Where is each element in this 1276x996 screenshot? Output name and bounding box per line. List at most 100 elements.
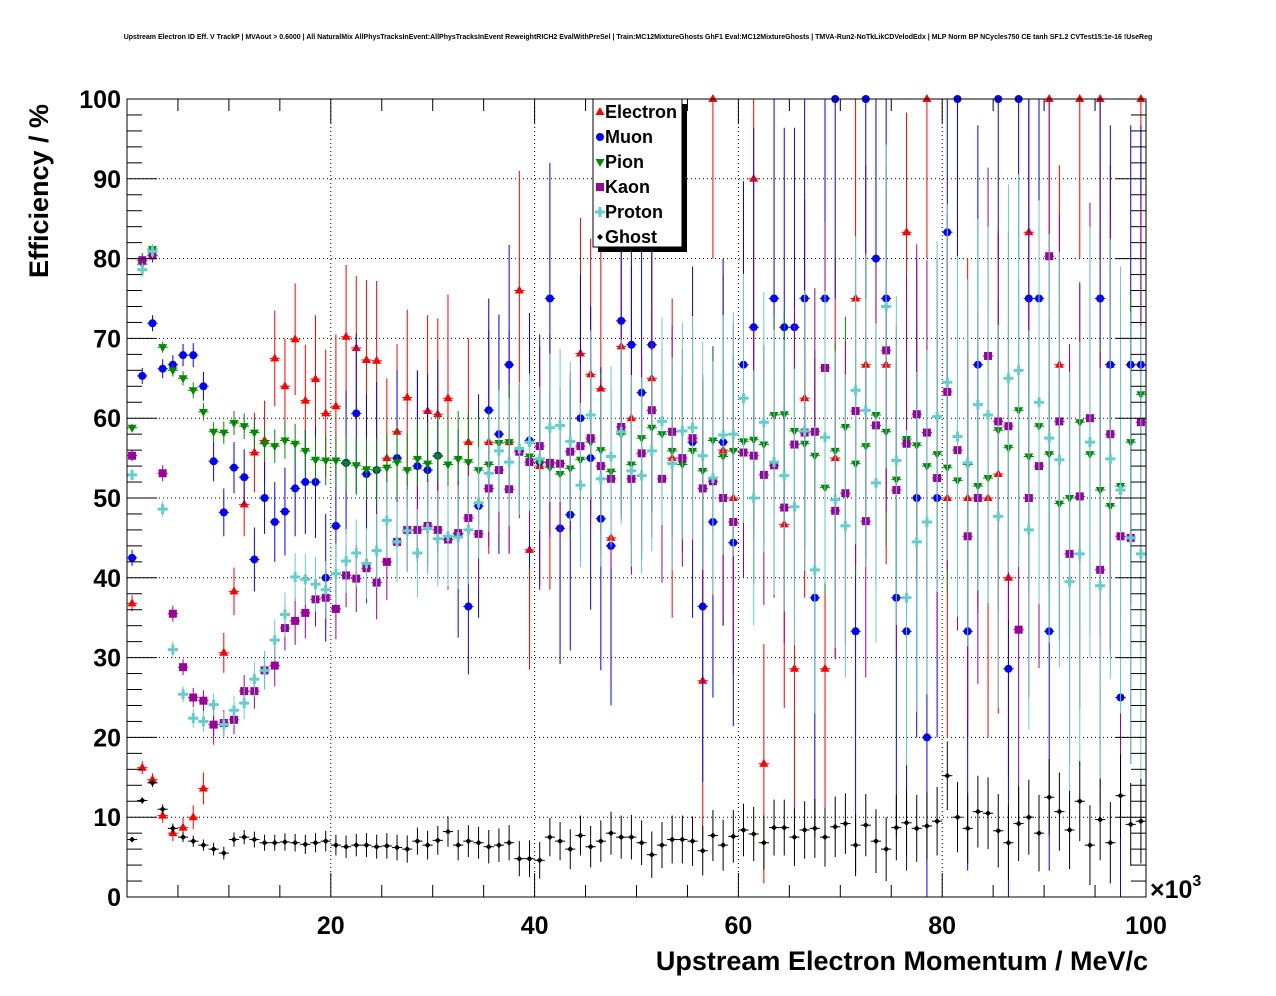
marker-ghost: [699, 847, 706, 854]
marker-pion: [260, 440, 270, 449]
marker-muon: [148, 319, 157, 328]
marker-proton: [157, 504, 168, 515]
data-point: [391, 426, 403, 498]
data-point: [177, 371, 189, 386]
series-ghost: [127, 741, 1146, 886]
data-point: [473, 826, 484, 859]
marker-kaon: [138, 256, 147, 265]
marker-proton: [789, 501, 800, 512]
data-point: [993, 794, 1004, 868]
marker-electron: [789, 663, 799, 672]
marker-proton: [595, 473, 606, 484]
marker-proton: [870, 477, 881, 488]
marker-muon: [128, 553, 137, 562]
marker-proton: [565, 436, 576, 447]
marker-proton: [290, 572, 301, 583]
marker-ghost: [332, 842, 339, 849]
marker-electron: [321, 408, 331, 417]
marker-electron: [300, 395, 310, 404]
marker-proton: [167, 644, 178, 655]
marker-ghost: [679, 836, 686, 843]
data-point: [636, 377, 647, 574]
marker-ghost: [516, 855, 523, 862]
marker-proton: [249, 674, 260, 685]
marker-proton: [361, 558, 372, 569]
data-point: [218, 711, 229, 738]
x-multiplier: ×103: [1150, 873, 1201, 904]
marker-pion: [463, 459, 473, 468]
data-point: [269, 619, 280, 661]
data-point: [707, 94, 719, 259]
data-point: [127, 595, 138, 612]
marker-proton: [972, 399, 983, 410]
marker-ghost: [1086, 842, 1093, 849]
marker-muon: [301, 478, 310, 487]
data-point: [758, 815, 769, 870]
marker-proton: [932, 411, 943, 422]
legend-item-ghost: Ghost: [597, 227, 657, 247]
marker-ghost: [771, 824, 778, 831]
data-point: [768, 329, 780, 595]
data-point: [850, 814, 861, 877]
marker-ghost: [730, 833, 737, 840]
data-point: [554, 821, 566, 861]
marker-pion: [188, 387, 198, 396]
marker-proton: [616, 426, 627, 437]
marker-ghost: [1097, 816, 1104, 823]
marker-proton: [483, 468, 494, 479]
marker-proton: [809, 564, 820, 575]
marker-pion: [311, 456, 321, 465]
data-point: [768, 799, 780, 856]
legend-label: Muon: [605, 127, 653, 147]
marker-electron: [902, 227, 912, 236]
marker-pion: [382, 464, 392, 473]
marker-ghost: [669, 836, 676, 843]
marker-proton: [585, 410, 596, 421]
marker-muon: [627, 340, 636, 349]
data-point: [616, 339, 627, 525]
marker-ghost: [455, 842, 462, 849]
marker-ghost: [934, 818, 941, 825]
marker-proton: [820, 432, 831, 443]
marker-proton: [942, 377, 953, 388]
data-point: [208, 842, 219, 856]
marker-ghost: [373, 843, 380, 850]
data-point: [748, 370, 759, 626]
marker-ghost: [139, 797, 146, 804]
data-point: [565, 829, 576, 870]
marker-electron: [311, 374, 321, 383]
marker-ghost: [974, 808, 981, 815]
data-point: [1054, 772, 1065, 851]
data-point: [290, 553, 301, 601]
legend-marker-kaon: [596, 183, 604, 191]
legend-label: Pion: [605, 152, 644, 172]
marker-ghost: [638, 839, 645, 846]
data-point: [1044, 233, 1055, 643]
data-point: [544, 353, 555, 502]
marker-electron: [249, 447, 259, 456]
data-point: [1084, 805, 1096, 886]
marker-proton: [422, 523, 433, 534]
data-point: [167, 605, 178, 622]
data-point: [137, 797, 148, 804]
legend-label: Proton: [605, 202, 663, 222]
data-point: [830, 796, 841, 858]
marker-muon: [505, 360, 514, 369]
data-point: [850, 236, 861, 545]
marker-proton: [514, 443, 525, 454]
marker-proton: [259, 665, 270, 676]
marker-ghost: [180, 834, 187, 841]
marker-kaon: [209, 720, 218, 729]
data-point: [881, 817, 892, 882]
data-point: [748, 806, 759, 862]
data-point: [1064, 371, 1075, 792]
data-point: [157, 341, 168, 353]
data-point: [738, 803, 749, 857]
data-point: [514, 170, 525, 411]
marker-proton: [493, 445, 504, 456]
marker-ghost: [720, 842, 727, 849]
marker-proton: [1013, 365, 1024, 376]
data-point: [728, 312, 739, 557]
data-point: [177, 686, 189, 703]
marker-proton: [198, 716, 209, 727]
